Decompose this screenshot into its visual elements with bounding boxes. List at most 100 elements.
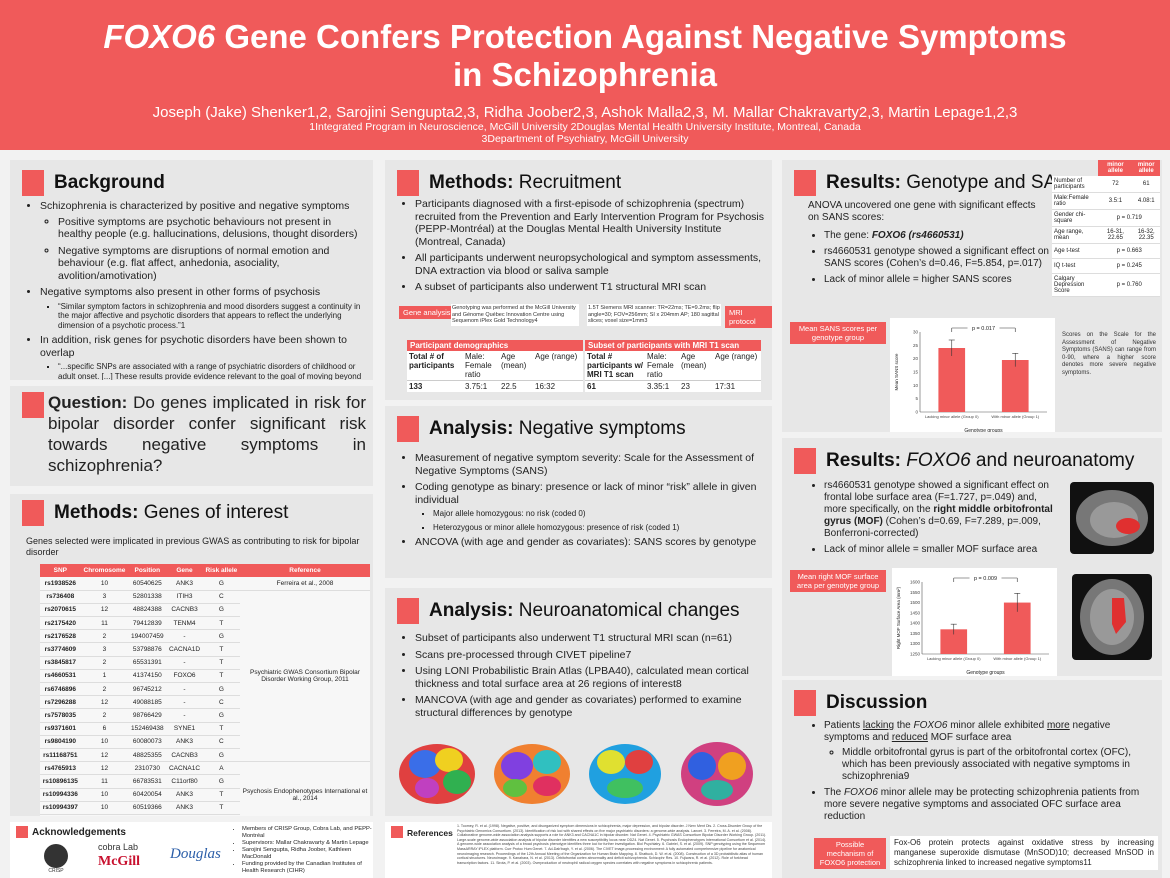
y-tick-label: 15	[913, 370, 919, 375]
reference-cell: Psychosis Endophenotypes International e…	[240, 761, 370, 816]
mri-axial-image	[1072, 574, 1152, 660]
section-marker	[794, 170, 816, 196]
brain-top	[589, 744, 661, 804]
table-cell: 2	[80, 656, 129, 670]
genes-col-header: SNP	[40, 564, 81, 577]
poster-title: FOXO6 Gene Confers Protection Against Ne…	[0, 0, 1170, 94]
table-row: rs4765913 12 2310730 CACNA1C A Psychosis Endo…	[40, 761, 370, 816]
genes-panel: Methods: Genes of interest Genes selecte…	[10, 494, 373, 816]
table-cell: SYNE1	[166, 722, 203, 736]
list-item: rs4660531 genotype showed a significant …	[824, 480, 1060, 540]
table-cell: 72	[1098, 176, 1133, 193]
list-item: Negative symptoms also present in other …	[40, 286, 365, 330]
list-item: Coding genotype as binary: presence or l…	[415, 481, 765, 532]
list-item: Funding provided by the Canadian Institu…	[242, 861, 372, 875]
bar	[938, 348, 966, 412]
list-item: Positive symptoms are psychotic behaviou…	[58, 216, 365, 241]
table-cell: -	[166, 695, 203, 710]
mri-subset-title: Subset of participants with MRI T1 scan	[585, 340, 761, 351]
list-item: The FOXO6 minor allele may be protecting…	[824, 787, 1154, 823]
table-cell: CACNB3	[166, 603, 203, 618]
annotation-bg	[967, 324, 1000, 332]
table-cell: rs1938526	[40, 577, 81, 591]
table-cell: C	[202, 590, 240, 604]
table-cell: rs4660531	[40, 669, 81, 684]
analysis-negative-list: Measurement of negative symptom severity…	[415, 452, 765, 553]
brain-atlas-images	[397, 736, 767, 816]
p-value-cell: p = 0.719	[1098, 209, 1160, 227]
table-cell: 12	[80, 603, 129, 618]
affiliation-1: 1Integrated Program in Neuroscience, McG…	[309, 121, 861, 133]
sans-bar-chart: 0 5 10 15 20 25 30 Lacking minor allele (Group …	[890, 318, 1055, 432]
table-cell: G	[202, 814, 240, 816]
table-row: rs10896135 11 66783531 C11orf80 G	[40, 774, 370, 789]
table-cell: 2	[80, 682, 129, 697]
brain-frontal	[681, 742, 753, 806]
table-row: rs11168751 12 48825355 CACNB3 G	[40, 748, 370, 763]
table-cell: G	[202, 577, 240, 591]
list-item: Sarojini Sengupta, Ridha Joober, Kathlee…	[242, 847, 372, 861]
table-row: rs9804190 10 60080073 ANK3 C	[40, 735, 370, 749]
table-cell: rs10994397	[40, 801, 81, 815]
table-cell: ANK3	[166, 577, 203, 591]
table-cell: T	[202, 722, 240, 736]
x-tick-label: Lacking minor allele (Group 0)	[925, 414, 979, 419]
row-label: IQ t-test	[1052, 258, 1099, 274]
section-marker	[397, 170, 419, 196]
table-cell: TENM4	[166, 616, 203, 631]
discussion-panel: Discussion Patients lacking the FOXO6 mi…	[782, 680, 1162, 878]
table-cell: 152469438	[128, 722, 167, 736]
table-cell: 60080073	[128, 735, 167, 749]
demo-v1: 133	[409, 382, 423, 391]
list-item: Major allele homozygous: no risk (coded …	[433, 509, 765, 519]
y-tick-label: 30	[913, 330, 919, 335]
table-cell: rs3774609	[40, 642, 81, 657]
section-marker	[794, 690, 816, 716]
genes-col-header: Risk allele	[202, 564, 240, 577]
mri-v3: 23	[681, 382, 690, 391]
discussion-list: Patients lacking the FOXO6 minor allele …	[824, 720, 1154, 827]
table-cell: G	[202, 748, 240, 763]
gene-analysis-tag: Gene analysis	[399, 306, 455, 319]
section-marker	[22, 170, 44, 196]
y-axis-label: Mean SANS score	[894, 353, 899, 391]
table-cell: rs9371601	[40, 722, 81, 736]
demographics-table: Participant demographics Total # of part…	[407, 340, 583, 392]
title-part-1: Gene Confers Protection Against Negative…	[215, 18, 1067, 55]
table-cell: 194007459	[128, 629, 167, 644]
affiliation-2: 3Department of Psychiatry, McGill Univer…	[481, 133, 689, 145]
sans-chart-tag: Mean SANS scores per genotype group	[790, 322, 886, 344]
list-item: Middle orbitofrontal gyrus is part of th…	[842, 747, 1154, 783]
y-tick-label: 25	[913, 343, 919, 348]
table-row: rs7578035 2 98766429- G	[40, 708, 370, 723]
p-value-annotation: p = 0.017	[972, 326, 995, 332]
col-without-minor: Without minor allele	[1098, 160, 1133, 176]
discussion-title: Discussion	[826, 692, 928, 713]
table-cell: T	[202, 642, 240, 657]
list-item: Schizophrenia is characterized by positi…	[40, 200, 365, 282]
table-cell: 10	[80, 735, 129, 749]
y-tick-label: 1350	[910, 631, 921, 636]
y-tick-label: 1550	[910, 590, 921, 595]
mof-chart-tag: Mean right MOF surface area per genotype…	[790, 570, 886, 592]
recruitment-panel: Methods: Recruitment Participants diagno…	[385, 160, 772, 400]
table-cell: C	[202, 695, 240, 710]
y-tick-label: 1500	[910, 600, 921, 605]
table-row: rs3845817 2 65531391- T	[40, 656, 370, 670]
table-cell: -	[166, 656, 203, 670]
table-cell: ANK3	[166, 801, 203, 815]
sans-demographics-table: Without minor alleleWith minor alleleNum…	[1052, 160, 1160, 297]
table-cell: 2	[80, 708, 129, 723]
table-cell: 61	[1132, 176, 1160, 193]
table-row: rs10994397 10 60519366 ANK3 T	[40, 801, 370, 815]
y-tick-label: 1600	[910, 580, 921, 585]
col-with-minor: With minor allele	[1132, 160, 1160, 176]
quote-item: “...specific SNPs are associated with a …	[58, 362, 365, 380]
y-tick-label: 1250	[910, 652, 921, 657]
table-cell: rs10896135	[40, 774, 81, 789]
cobra-logo: cobra Lab	[98, 842, 139, 852]
table-cell: rs7296288	[40, 695, 81, 710]
mri-subset-table: Subset of participants with MRI T1 scan …	[585, 340, 761, 392]
y-tick-label: 0	[915, 410, 918, 415]
table-cell: rs2176528	[40, 629, 81, 644]
